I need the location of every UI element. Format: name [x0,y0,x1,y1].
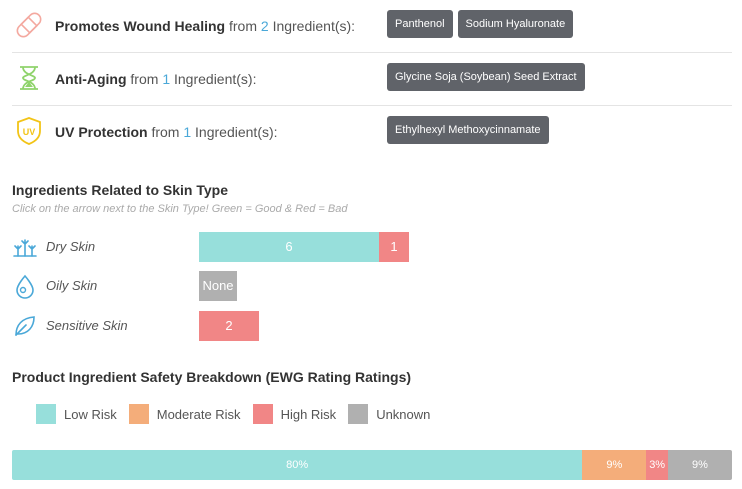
safety-breakdown-bar: 80% 9% 3% 9% [12,450,732,480]
benefit-count: 1 [162,71,171,87]
benefit-from: from [151,124,180,140]
benefit-row-wound-healing: Promotes Wound Healing from 2 Ingredient… [12,0,732,53]
benefit-name: Anti-Aging [55,71,127,87]
skin-row-dry[interactable]: Dry Skin 6 1 [12,232,712,262]
ingredient-chip[interactable]: Panthenol [387,10,453,38]
skin-type-bar: None [199,271,237,301]
good-count-segment: 6 [199,232,379,262]
ingredient-chips: Ethylhexyl Methoxycinnamate [387,116,549,144]
benefit-row-anti-aging: Anti-Aging from 1 Ingredient(s): Glycine… [12,53,732,106]
benefit-count: 1 [183,124,192,140]
skin-type-section-title: Ingredients Related to Skin Type [12,182,229,198]
skin-type-hint: Click on the arrow next to the Skin Type… [12,203,348,215]
legend-swatch [36,404,56,424]
skin-type-bar: 6 1 [199,232,409,262]
legend-item: Moderate Risk [128,404,241,424]
legend-label: High Risk [280,406,337,422]
ingredient-chip[interactable]: Sodium Hyaluronate [457,10,574,38]
benefit-from: from [228,18,257,34]
benefit-suffix: Ingredient(s): [272,18,356,34]
bad-count-segment: 1 [379,232,409,262]
sensitive-skin-icon [15,316,35,336]
legend-label: Unknown [376,406,431,422]
dry-skin-icon [13,239,37,257]
benefit-title: UV Protection from 1 Ingredient(s): [55,124,278,140]
legend-swatch [252,404,273,424]
benefit-suffix: Ingredient(s): [195,124,278,140]
skin-type-label[interactable]: Dry Skin [46,239,96,254]
oily-skin-icon [16,274,34,299]
safety-segment: 9% [582,450,647,480]
benefit-title: Anti-Aging from 1 Ingredient(s): [55,71,256,87]
ingredient-chip[interactable]: Glycine Soja (Soybean) Seed Extract [387,63,585,91]
legend-item: Unknown [348,404,430,424]
legend-item: Low Risk [36,404,117,424]
skin-type-label[interactable]: Sensitive Skin [46,318,128,333]
legend-label: Moderate Risk [156,406,241,422]
legend-swatch [348,404,369,424]
benefit-title: Promotes Wound Healing from 2 Ingredient… [55,18,355,34]
skin-type-label[interactable]: Oily Skin [46,278,98,293]
benefit-row-uv-protection: UV UV Protection from 1 Ingredient(s): E… [12,106,732,158]
ingredient-chip[interactable]: Ethylhexyl Methoxycinnamate [387,116,549,144]
benefit-from: from [130,71,159,87]
safety-segment: 3% [646,450,668,480]
hourglass-icon [20,66,38,90]
bandage-icon [16,12,42,38]
uv-shield-icon: UV [17,117,41,145]
benefit-name: UV Protection [55,124,148,140]
safety-legend: Low Risk Moderate Risk High Risk Unknown [36,404,442,424]
benefit-suffix: Ingredient(s): [174,71,257,87]
none-segment: None [199,271,237,301]
safety-section-title: Product Ingredient Safety Breakdown (EWG… [12,369,412,385]
legend-label: Low Risk [64,406,117,422]
ingredient-chips: Panthenol Sodium Hyaluronate [387,10,574,38]
svg-text:UV: UV [23,127,36,137]
skin-type-bar: 2 [199,311,259,341]
legend-swatch [128,404,149,424]
safety-segment: 80% [12,450,583,480]
safety-segment: 9% [667,450,732,480]
legend-item: High Risk [252,404,337,424]
benefit-count: 2 [260,18,269,34]
bad-count-segment: 2 [199,311,259,341]
skin-row-oily[interactable]: Oily Skin None [12,271,712,301]
skin-row-sensitive[interactable]: Sensitive Skin 2 [12,311,712,341]
benefit-name: Promotes Wound Healing [55,18,226,34]
ingredient-chips: Glycine Soja (Soybean) Seed Extract [387,63,585,91]
